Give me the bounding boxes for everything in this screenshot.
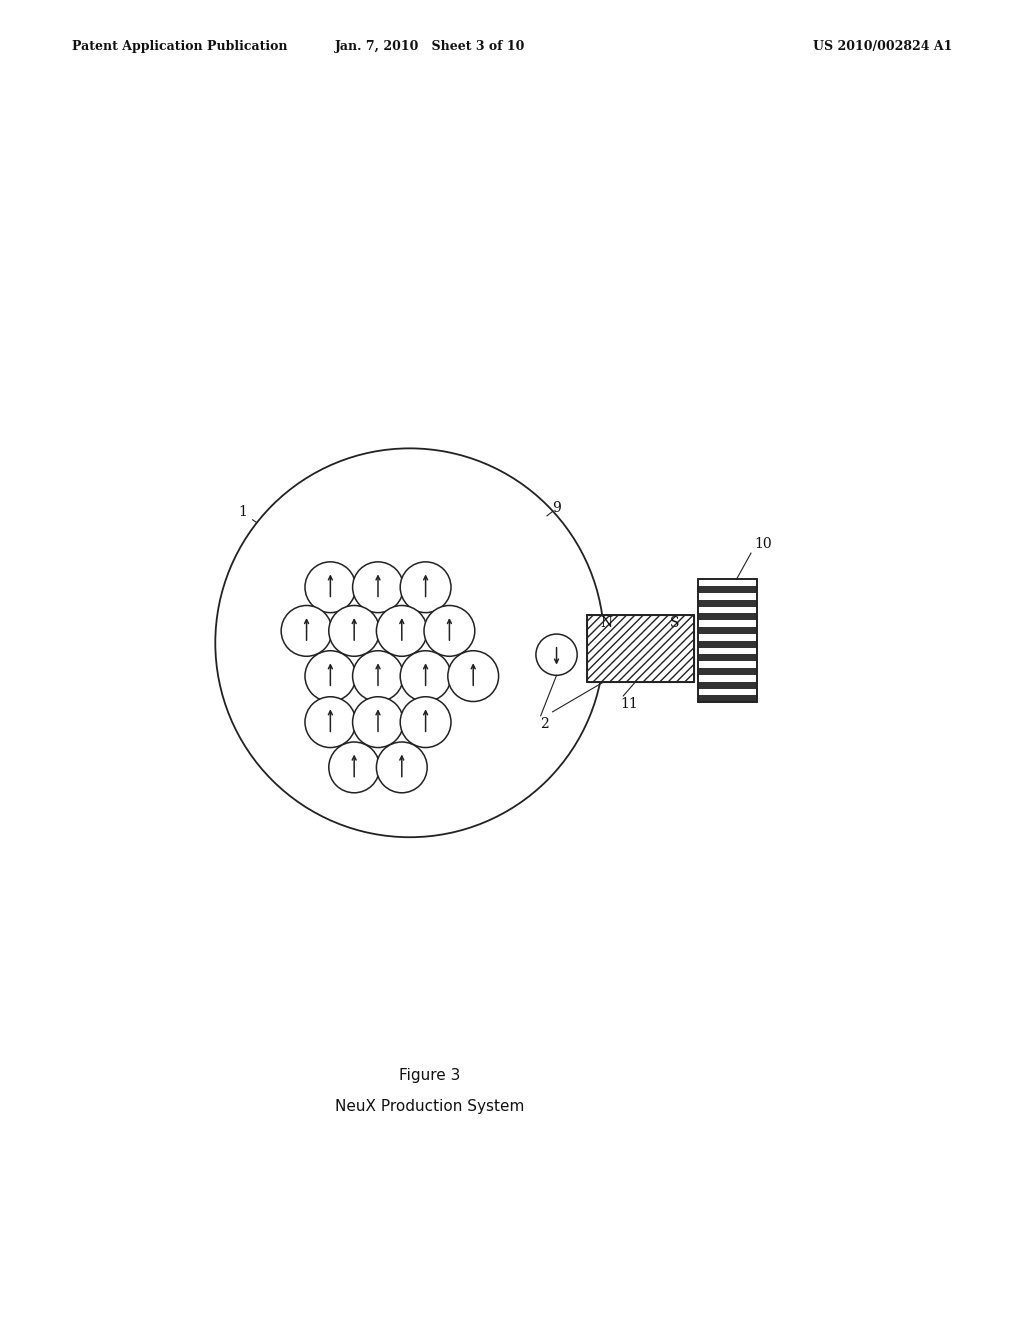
Bar — [697, 614, 758, 620]
Bar — [697, 586, 758, 593]
Circle shape — [424, 606, 475, 656]
Bar — [697, 696, 758, 702]
Bar — [697, 607, 758, 614]
Bar — [697, 640, 758, 648]
Bar — [697, 634, 758, 640]
Circle shape — [447, 651, 499, 701]
Text: Figure 3: Figure 3 — [399, 1068, 461, 1084]
Bar — [697, 579, 758, 702]
Bar — [697, 579, 758, 586]
Circle shape — [352, 562, 403, 612]
Bar — [697, 668, 758, 675]
Text: S: S — [670, 616, 679, 630]
Circle shape — [352, 697, 403, 747]
Bar — [697, 648, 758, 655]
Text: 11: 11 — [621, 697, 638, 711]
Circle shape — [305, 697, 355, 747]
Bar — [587, 615, 694, 682]
Circle shape — [329, 606, 380, 656]
Bar — [697, 599, 758, 607]
Bar — [697, 627, 758, 634]
Bar — [697, 682, 758, 689]
Text: NeuX Production System: NeuX Production System — [336, 1098, 524, 1114]
Text: 9: 9 — [552, 500, 561, 515]
Text: N: N — [600, 616, 612, 630]
Bar — [697, 661, 758, 668]
Circle shape — [377, 742, 427, 793]
Circle shape — [400, 562, 451, 612]
Text: 2: 2 — [541, 717, 549, 731]
Circle shape — [536, 634, 578, 676]
Circle shape — [377, 606, 427, 656]
Text: Patent Application Publication: Patent Application Publication — [72, 40, 287, 53]
Bar — [697, 689, 758, 696]
Circle shape — [329, 742, 380, 793]
Bar — [697, 675, 758, 682]
Bar — [697, 620, 758, 627]
Text: 10: 10 — [754, 537, 772, 550]
Circle shape — [305, 651, 355, 701]
Text: Jan. 7, 2010   Sheet 3 of 10: Jan. 7, 2010 Sheet 3 of 10 — [335, 40, 525, 53]
Bar — [697, 593, 758, 599]
Bar — [587, 615, 694, 682]
Circle shape — [352, 651, 403, 701]
Circle shape — [282, 606, 332, 656]
Circle shape — [400, 651, 451, 701]
Text: 1: 1 — [239, 504, 248, 519]
Text: US 2010/002824 A1: US 2010/002824 A1 — [813, 40, 952, 53]
Circle shape — [305, 562, 355, 612]
Bar — [697, 655, 758, 661]
Circle shape — [400, 697, 451, 747]
